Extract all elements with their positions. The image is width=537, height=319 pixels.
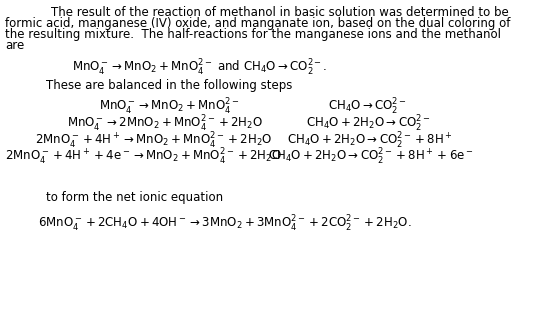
Text: The result of the reaction of methanol in basic solution was determined to be: The result of the reaction of methanol i… — [51, 6, 509, 19]
Text: formic acid, manganese (IV) oxide, and manganate ion, based on the dual coloring: formic acid, manganese (IV) oxide, and m… — [5, 17, 510, 30]
Text: $\mathrm{CH_4O + 2H_2O \rightarrow CO_2^{2-} + 8H^+}$: $\mathrm{CH_4O + 2H_2O \rightarrow CO_2^… — [287, 131, 453, 151]
Text: $\mathrm{CH_4O + 2H_2O \rightarrow CO_2^{2-}}$: $\mathrm{CH_4O + 2H_2O \rightarrow CO_2^… — [306, 114, 431, 134]
Text: $\mathrm{2MnO_4^- + 4H^+ \rightarrow MnO_2 + MnO_4^{2-} + 2H_2O}$: $\mathrm{2MnO_4^- + 4H^+ \rightarrow MnO… — [35, 131, 272, 151]
Text: $\mathrm{2MnO_4^- + 4H^+ + 4e^- \rightarrow MnO_2 + MnO_4^{2-} + 2H_2O}$: $\mathrm{2MnO_4^- + 4H^+ + 4e^- \rightar… — [5, 147, 282, 167]
Text: $\mathrm{CH_4O \rightarrow CO_2^{2-}}$: $\mathrm{CH_4O \rightarrow CO_2^{2-}}$ — [328, 97, 407, 117]
Text: to form the net ionic equation: to form the net ionic equation — [46, 191, 223, 204]
Text: $\mathrm{MnO_4^- \rightarrow MnO_2 + MnO_4^{2-}}$ $\mathrm{and\ CH_4O \rightarro: $\mathrm{MnO_4^- \rightarrow MnO_2 + MnO… — [72, 58, 328, 78]
Text: $\mathrm{MnO_4^- \rightarrow 2MnO_2 + MnO_4^{2-} + 2H_2O}$: $\mathrm{MnO_4^- \rightarrow 2MnO_2 + Mn… — [67, 114, 263, 134]
Text: $\mathrm{MnO_4^- \rightarrow MnO_2 + MnO_4^{2-}}$: $\mathrm{MnO_4^- \rightarrow MnO_2 + MnO… — [99, 97, 240, 117]
Text: the resulting mixture.  The half-reactions for the manganese ions and the methan: the resulting mixture. The half-reaction… — [5, 28, 501, 41]
Text: These are balanced in the following steps: These are balanced in the following step… — [46, 79, 292, 92]
Text: $\mathrm{CH_4O + 2H_2O \rightarrow CO_2^{2-} + 8H^+ + 6e^-}$: $\mathrm{CH_4O + 2H_2O \rightarrow CO_2^… — [268, 147, 474, 167]
Text: are: are — [5, 39, 24, 52]
Text: $\mathrm{6MnO_4^- + 2CH_4O + 4OH^- \rightarrow 3MnO_2 + 3MnO_4^{2-} + 2CO_2^{2-}: $\mathrm{6MnO_4^- + 2CH_4O + 4OH^- \righ… — [38, 214, 411, 234]
